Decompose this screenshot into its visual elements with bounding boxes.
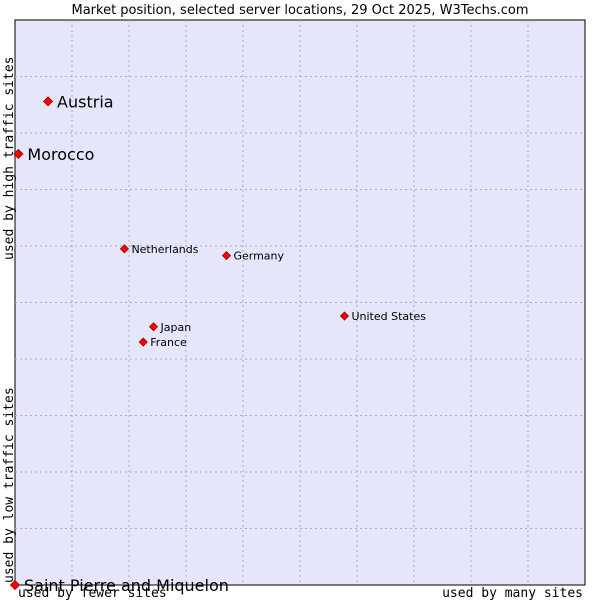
label-saint-pierre-and-miquelon: Saint Pierre and Miquelon xyxy=(24,576,229,595)
y-axis-label-low: used by low traffic sites xyxy=(2,387,17,583)
point-united-states xyxy=(339,311,350,321)
point-netherlands xyxy=(119,244,130,254)
point-saint-pierre-and-miquelon xyxy=(9,579,21,591)
x-axis-label-low: used by fewer sites xyxy=(18,586,167,600)
label-morocco: Morocco xyxy=(27,145,94,164)
label-netherlands: Netherlands xyxy=(131,243,198,256)
point-france xyxy=(138,337,148,347)
chart-title: Market position, selected server locatio… xyxy=(71,3,528,18)
label-germany: Germany xyxy=(233,250,284,263)
point-austria xyxy=(42,96,54,107)
label-united-states: United States xyxy=(351,310,426,323)
point-japan xyxy=(148,322,159,332)
x-axis-label-high: used by many sites xyxy=(442,586,583,600)
point-morocco xyxy=(13,148,24,159)
grid-lines xyxy=(15,20,585,585)
point-germany xyxy=(221,251,232,261)
y-axis-label-high: used by high traffic sites xyxy=(2,57,17,261)
data-points: Austria Morocco Netherlands Germany United S… xyxy=(9,92,426,595)
label-france: France xyxy=(150,336,187,349)
label-austria: Austria xyxy=(57,92,114,111)
label-japan: Japan xyxy=(160,321,192,334)
